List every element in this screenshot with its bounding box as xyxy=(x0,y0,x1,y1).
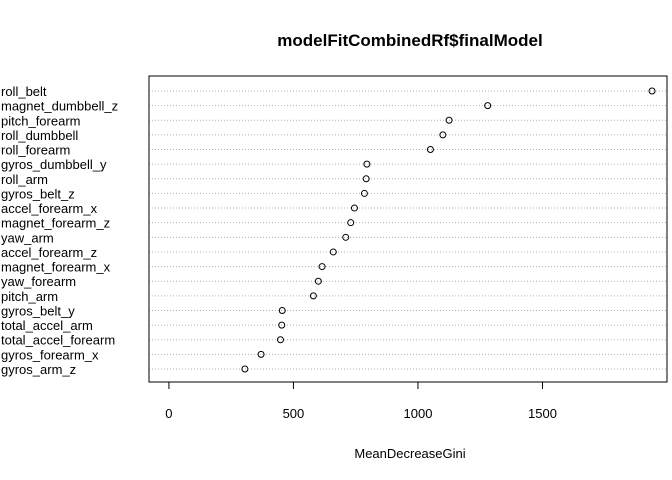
x-axis-label: MeanDecreaseGini xyxy=(354,446,465,461)
data-point-pitch-arm xyxy=(309,292,317,300)
category-label: yaw_forearm xyxy=(1,274,76,289)
data-point-roll-arm xyxy=(362,175,370,183)
category-label: yaw_arm xyxy=(1,230,54,245)
data-point-magnet-forearm-x xyxy=(318,263,326,271)
data-point-accel-forearm-z xyxy=(329,248,337,256)
category-label: magnet_dumbbell_z xyxy=(1,99,118,114)
data-point-pitch-forearm xyxy=(445,116,453,124)
category-label: gyros_forearm_x xyxy=(1,347,99,362)
data-points xyxy=(241,87,656,373)
category-label: roll_belt xyxy=(1,84,47,99)
plot-frame xyxy=(148,75,668,383)
category-label: pitch_arm xyxy=(1,289,58,304)
data-point-roll-dumbbell xyxy=(439,131,447,139)
x-tick-label: 500 xyxy=(283,406,305,421)
category-label: gyros_dumbbell_y xyxy=(1,157,107,172)
x-tick-label: 1000 xyxy=(404,406,433,421)
x-tick-label: 0 xyxy=(165,406,172,421)
category-label: pitch_forearm xyxy=(1,113,80,128)
category-label: roll_forearm xyxy=(1,143,70,158)
category-label: magnet_forearm_z xyxy=(1,216,110,231)
grid-lines xyxy=(149,90,667,370)
category-label: accel_forearm_x xyxy=(1,201,98,216)
category-label: gyros_arm_z xyxy=(1,362,76,377)
data-point-gyros-arm-z xyxy=(241,365,249,373)
data-point-magnet-dumbbell-z xyxy=(484,102,492,110)
category-labels: roll_beltmagnet_dumbbell_zpitch_forearmr… xyxy=(1,84,118,377)
data-point-roll-belt xyxy=(648,87,656,95)
data-point-total-accel-forearm xyxy=(276,336,284,344)
category-label: gyros_belt_y xyxy=(1,303,75,318)
data-point-gyros-belt-y xyxy=(278,306,286,314)
category-label: total_accel_forearm xyxy=(1,333,115,348)
data-point-accel-forearm-x xyxy=(350,204,358,212)
category-label: magnet_forearm_x xyxy=(1,260,111,275)
category-label: roll_arm xyxy=(1,172,48,187)
x-tick-label: 1500 xyxy=(528,406,557,421)
data-point-yaw-arm xyxy=(342,233,350,241)
category-label: accel_forearm_z xyxy=(1,245,97,260)
data-point-magnet-forearm-z xyxy=(347,219,355,227)
data-point-gyros-belt-z xyxy=(360,189,368,197)
category-label: roll_dumbbell xyxy=(1,128,78,143)
data-point-yaw-forearm xyxy=(314,277,322,285)
category-label: gyros_belt_z xyxy=(1,186,75,201)
data-point-roll-forearm xyxy=(426,146,434,154)
data-point-gyros-forearm-x xyxy=(257,350,265,358)
chart-title: modelFitCombinedRf$finalModel xyxy=(277,31,542,50)
data-point-gyros-dumbbell-y xyxy=(363,160,371,168)
category-label: total_accel_arm xyxy=(1,318,93,333)
data-point-total-accel-arm xyxy=(278,321,286,329)
x-axis: 0 500 1000 1500 xyxy=(165,381,557,421)
